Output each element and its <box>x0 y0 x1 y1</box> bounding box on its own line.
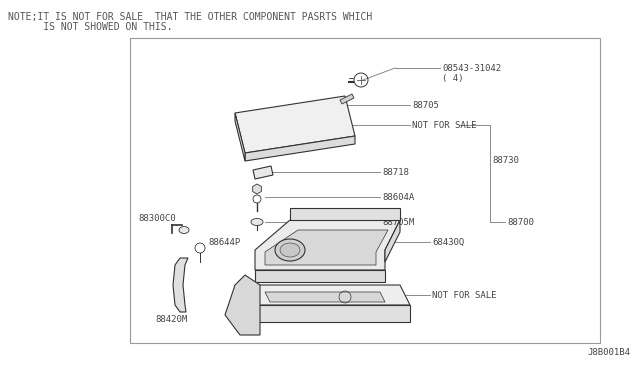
Text: NOT FOR SALE: NOT FOR SALE <box>412 121 477 129</box>
Text: 68430Q: 68430Q <box>432 237 464 247</box>
Text: 88730: 88730 <box>492 155 519 164</box>
Polygon shape <box>245 305 410 322</box>
Polygon shape <box>225 275 260 335</box>
Polygon shape <box>253 166 273 179</box>
Polygon shape <box>235 96 355 153</box>
Text: NOT FOR SALE: NOT FOR SALE <box>432 291 497 299</box>
Text: ( 4): ( 4) <box>442 74 463 83</box>
Polygon shape <box>255 220 400 270</box>
Polygon shape <box>235 113 245 161</box>
Polygon shape <box>245 136 355 161</box>
Polygon shape <box>265 230 388 265</box>
Ellipse shape <box>179 227 189 234</box>
Text: J8B001B4: J8B001B4 <box>587 348 630 357</box>
Polygon shape <box>385 220 400 262</box>
Ellipse shape <box>251 218 263 225</box>
Polygon shape <box>173 258 188 312</box>
Text: NOTE;IT IS NOT FOR SALE  THAT THE OTHER COMPONENT PASRTS WHICH: NOTE;IT IS NOT FOR SALE THAT THE OTHER C… <box>8 12 372 22</box>
Text: 88718: 88718 <box>382 167 409 176</box>
Text: 88644P: 88644P <box>208 237 240 247</box>
Polygon shape <box>253 184 261 194</box>
Bar <box>130 38 600 343</box>
Text: 88705: 88705 <box>412 100 439 109</box>
Ellipse shape <box>275 239 305 261</box>
Polygon shape <box>235 285 410 305</box>
Polygon shape <box>340 94 354 104</box>
Ellipse shape <box>280 243 300 257</box>
Text: 88420M: 88420M <box>155 315 188 324</box>
Text: 88705M: 88705M <box>382 218 414 227</box>
Text: 88604A: 88604A <box>382 192 414 202</box>
Text: 88300C0: 88300C0 <box>138 214 175 222</box>
Text: 08543-31042: 08543-31042 <box>442 64 501 73</box>
Polygon shape <box>265 292 385 302</box>
Polygon shape <box>290 208 400 220</box>
Text: 88700: 88700 <box>507 218 534 227</box>
Polygon shape <box>255 270 385 282</box>
Text: IS NOT SHOWED ON THIS.: IS NOT SHOWED ON THIS. <box>8 22 173 32</box>
